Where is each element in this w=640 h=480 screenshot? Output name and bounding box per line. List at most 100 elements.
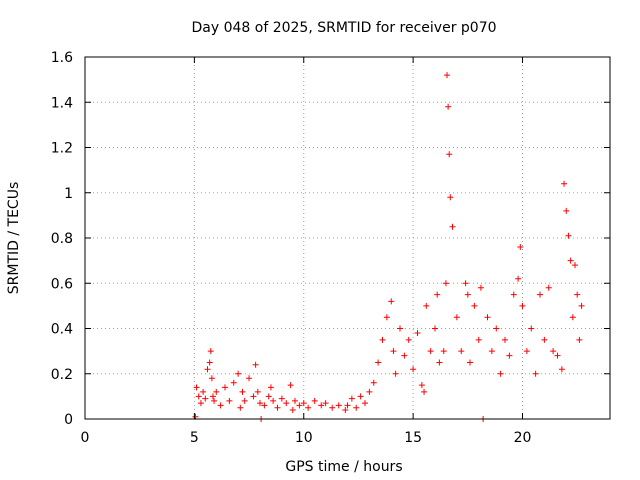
y-tick-label: 0.6 <box>51 276 73 292</box>
data-point <box>213 388 220 395</box>
data-point <box>370 379 377 386</box>
data-point <box>432 325 438 332</box>
data-point <box>283 400 290 407</box>
data-point <box>267 384 274 391</box>
data-point <box>427 348 434 355</box>
data-point <box>558 366 565 373</box>
data-point <box>250 393 257 400</box>
data-point <box>261 402 268 409</box>
data-point <box>421 388 428 395</box>
data-point <box>335 402 342 409</box>
data-point <box>442 280 449 287</box>
data-point <box>550 348 557 355</box>
data-point <box>561 180 568 187</box>
data-point <box>545 284 552 291</box>
y-tick-label: 1 <box>64 186 73 202</box>
data-point <box>344 402 351 409</box>
y-tick-label: 0.8 <box>51 231 73 247</box>
data-point <box>289 406 296 413</box>
data-points <box>192 72 585 422</box>
data-point <box>447 194 454 201</box>
data-point <box>523 348 530 355</box>
data-point <box>434 291 441 298</box>
data-point <box>235 370 242 377</box>
chart-title: Day 048 of 2025, SRMTID for receiver p07… <box>191 20 496 36</box>
data-point <box>366 388 373 395</box>
data-point <box>357 393 364 400</box>
data-point <box>383 314 390 321</box>
data-point <box>471 302 478 309</box>
data-point <box>440 348 447 355</box>
data-point <box>300 400 307 407</box>
data-point <box>449 223 456 230</box>
y-tick-label: 0.2 <box>51 367 73 383</box>
data-point <box>195 393 202 400</box>
x-tick-label: 10 <box>295 430 313 446</box>
data-point <box>444 72 451 79</box>
y-axis-label: SRMTID / TECUs <box>6 182 22 295</box>
data-point <box>204 366 211 373</box>
data-point <box>239 388 246 395</box>
data-point <box>342 406 349 413</box>
data-point <box>296 402 303 409</box>
data-point <box>569 314 576 321</box>
data-point <box>322 400 329 407</box>
data-point <box>230 379 237 386</box>
data-point <box>241 397 248 404</box>
data-point <box>329 404 336 411</box>
data-point <box>532 370 539 377</box>
x-tick-label: 20 <box>514 430 532 446</box>
data-point <box>405 336 412 343</box>
data-point <box>246 375 253 382</box>
data-point <box>270 397 277 404</box>
data-point <box>453 314 460 321</box>
axis-ticks: 0 0.2 0.4 0.6 0.8 1 1.2 1.4 1.6 0 5 10 15 20 <box>51 50 610 446</box>
data-point <box>484 314 491 321</box>
y-tick-label: 1.4 <box>51 95 73 111</box>
data-point <box>488 348 495 355</box>
data-point <box>563 207 570 214</box>
x-tick-label: 0 <box>81 430 90 446</box>
data-point <box>265 393 272 400</box>
data-point <box>311 397 318 404</box>
data-point <box>510 291 517 298</box>
data-point <box>497 370 504 377</box>
data-point <box>410 366 417 373</box>
y-tick-label: 0 <box>64 412 73 428</box>
data-point <box>458 348 465 355</box>
data-point <box>445 103 452 110</box>
data-point <box>423 302 430 309</box>
data-point <box>362 400 368 407</box>
data-point <box>572 262 578 269</box>
data-point <box>418 382 425 389</box>
data-point <box>541 336 548 343</box>
data-point <box>318 402 325 409</box>
data-point <box>554 352 561 359</box>
data-point <box>237 404 244 411</box>
data-point <box>462 280 469 287</box>
y-tick-label: 1.2 <box>51 141 73 157</box>
data-point <box>257 400 263 407</box>
data-point <box>565 232 572 239</box>
data-point <box>517 244 524 251</box>
data-point <box>278 395 285 402</box>
y-tick-label: 0.4 <box>51 322 73 338</box>
data-point <box>502 336 508 343</box>
data-point <box>467 359 473 366</box>
data-point <box>202 395 209 402</box>
data-point <box>305 404 312 411</box>
data-point <box>207 348 214 355</box>
data-point <box>388 298 395 305</box>
data-point <box>206 359 213 366</box>
data-point <box>477 284 484 291</box>
data-point <box>519 302 526 309</box>
data-point <box>446 151 453 158</box>
x-tick-label: 5 <box>190 430 199 446</box>
x-axis-label: GPS time / hours <box>285 459 402 475</box>
data-point <box>226 397 233 404</box>
x-tick-label: 15 <box>404 430 422 446</box>
data-point <box>506 352 513 359</box>
data-point <box>197 400 204 407</box>
data-point <box>401 352 408 359</box>
grid <box>85 57 610 419</box>
